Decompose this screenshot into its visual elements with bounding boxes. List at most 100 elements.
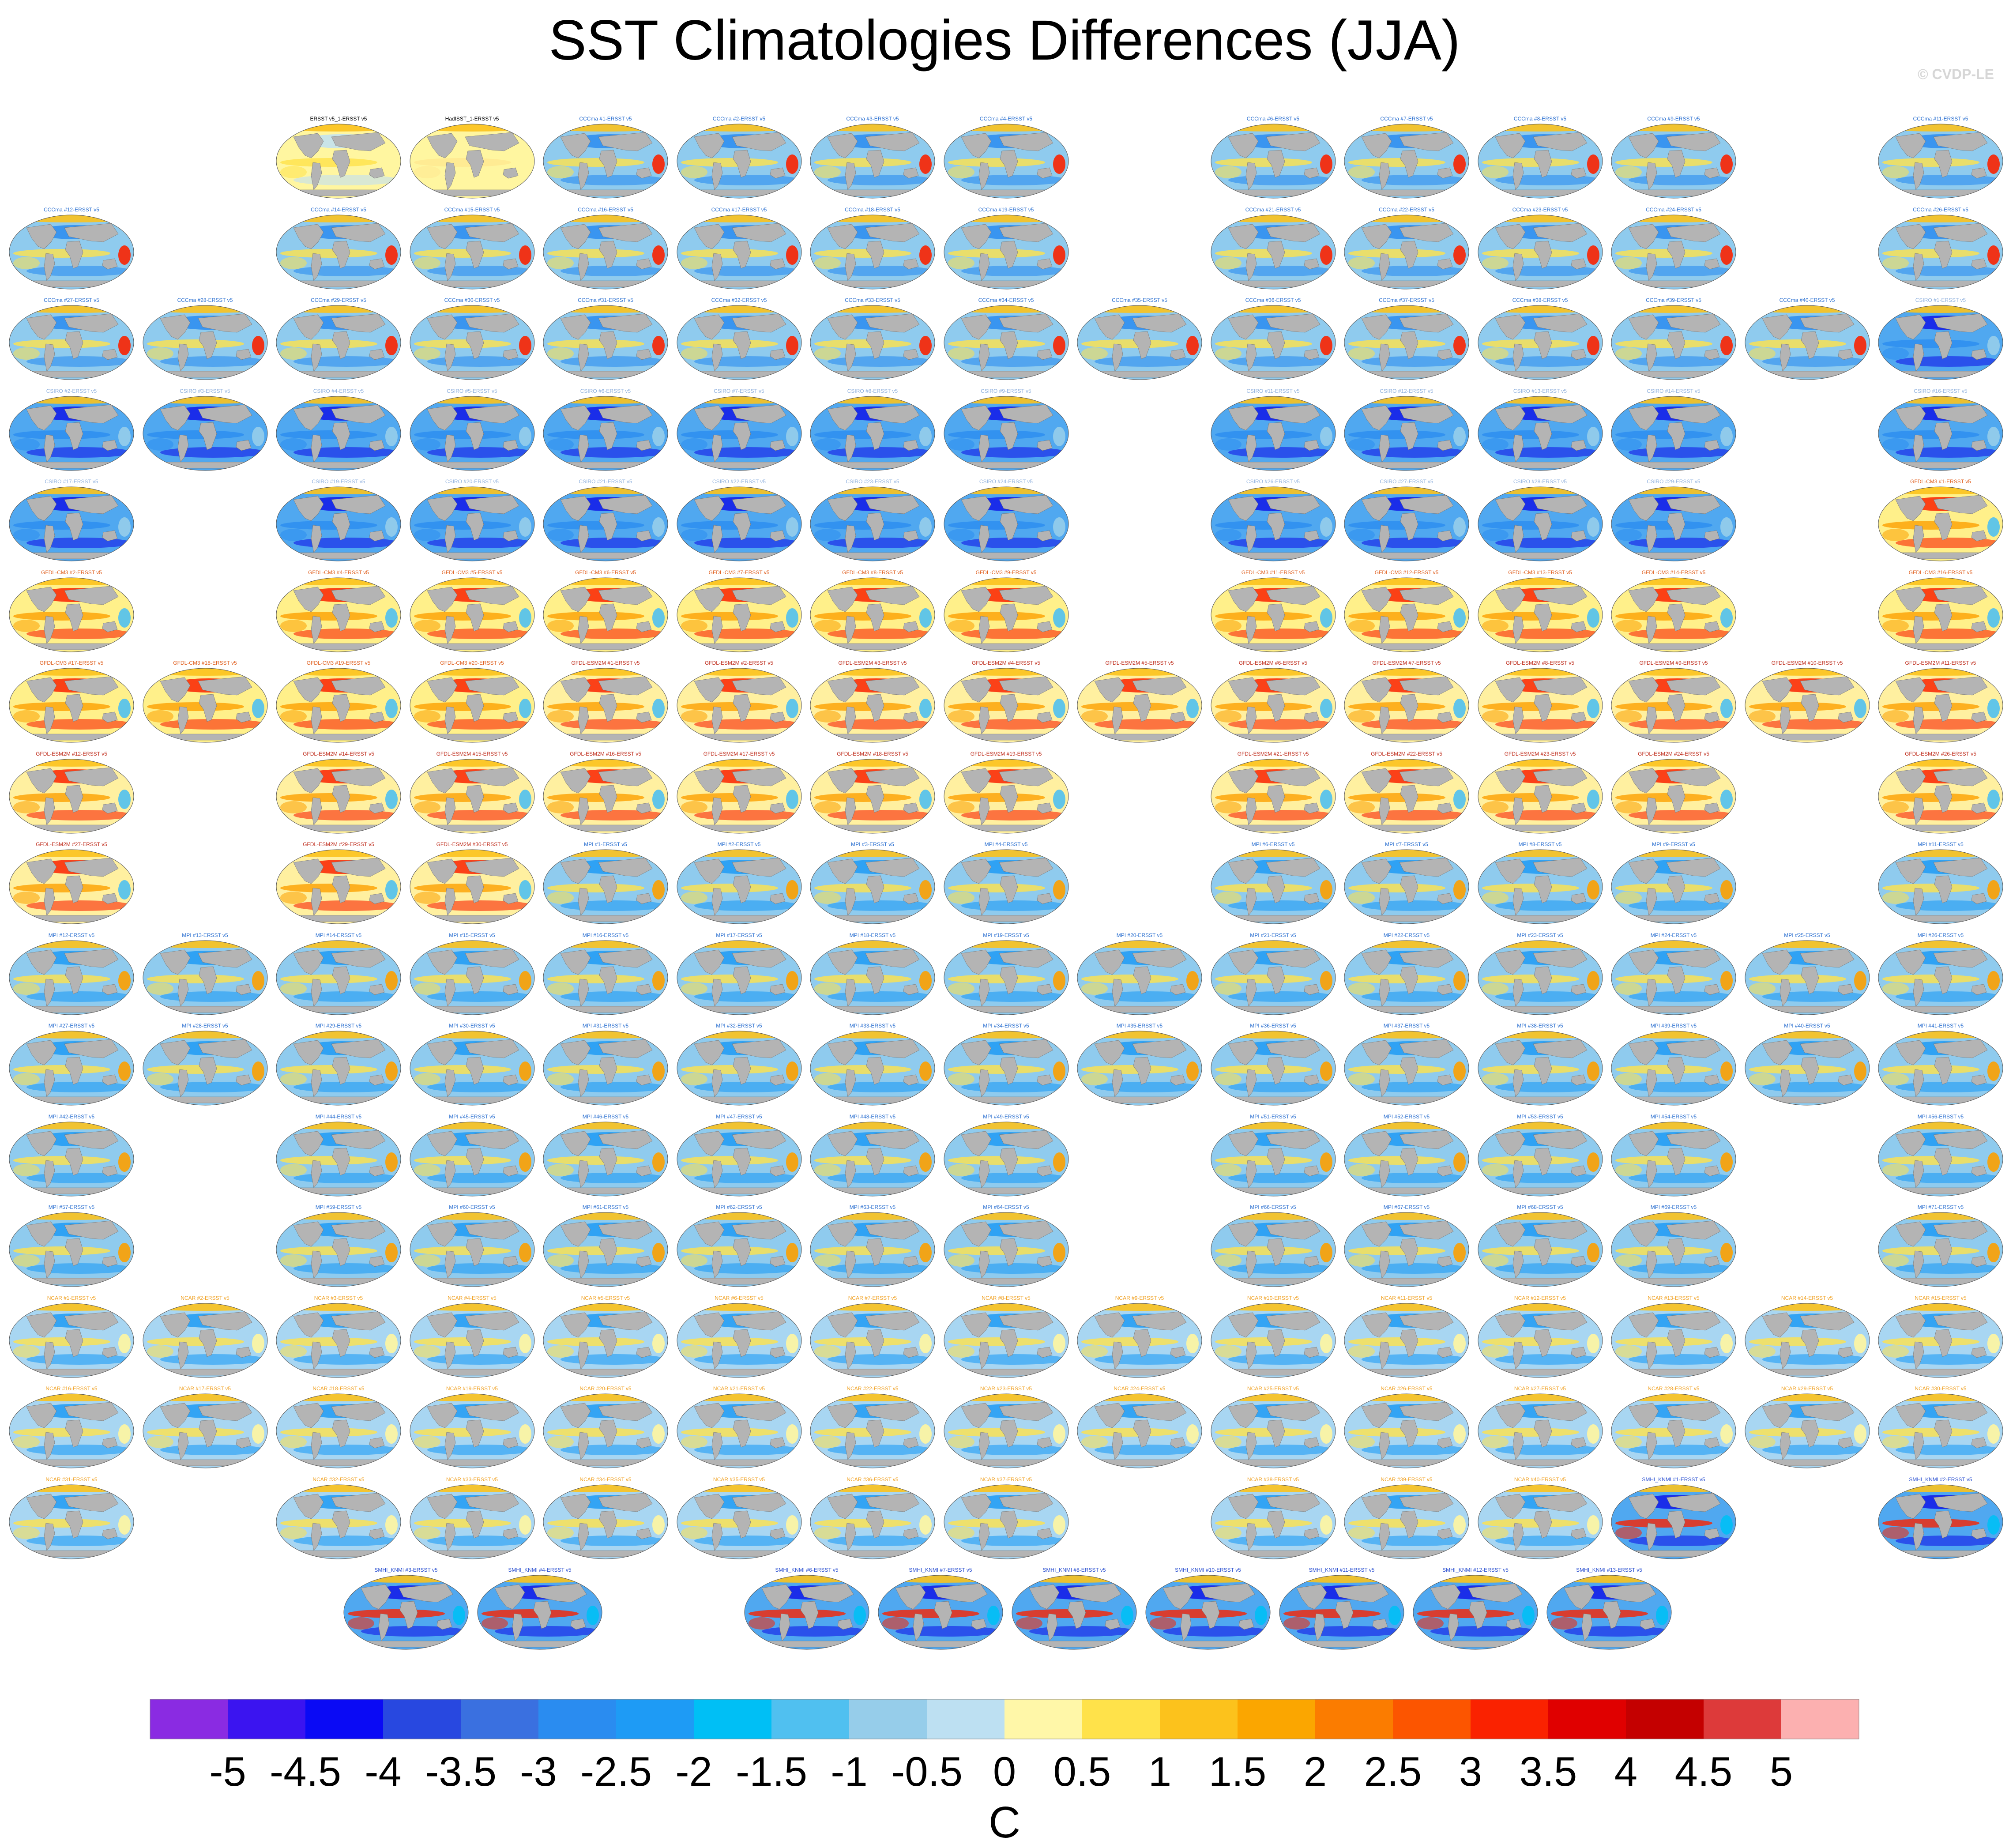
south-america-shape bbox=[44, 343, 55, 372]
eurasia-shape bbox=[198, 676, 252, 696]
eurasia-shape bbox=[865, 1220, 920, 1240]
panel-title: MPI #51-ERSST v5 bbox=[1250, 1113, 1296, 1120]
globe-outline bbox=[143, 1303, 267, 1378]
panel-title: CCCma #8-ERSST v5 bbox=[1513, 116, 1567, 122]
anomaly-band-south bbox=[1762, 1445, 1868, 1455]
north-america-shape bbox=[1762, 1312, 1792, 1337]
globe-map bbox=[276, 215, 401, 289]
anomaly-band-south bbox=[1362, 1082, 1467, 1092]
south-america-shape bbox=[44, 706, 55, 734]
globe-map bbox=[677, 215, 801, 289]
australia-shape bbox=[503, 1437, 518, 1449]
australia-shape bbox=[770, 1074, 785, 1086]
globe-outline bbox=[1745, 1393, 1870, 1468]
anomaly-band-south bbox=[427, 1082, 533, 1092]
globe-map bbox=[1878, 1484, 2003, 1559]
north-america-shape bbox=[1895, 768, 1926, 793]
panel-title: NCAR #3-ERSST v5 bbox=[314, 1295, 363, 1301]
africa-shape bbox=[1934, 241, 1953, 268]
south-america-shape bbox=[1512, 343, 1524, 372]
anomaly-band-south bbox=[694, 719, 800, 730]
australia-shape bbox=[1571, 167, 1586, 179]
anomaly-spot-west bbox=[1215, 801, 1242, 813]
eurasia-shape bbox=[1800, 1402, 1854, 1421]
antarctica-shape bbox=[422, 1096, 522, 1103]
arctic-band bbox=[1077, 1394, 1202, 1401]
panel-title: NCAR #1-ERSST v5 bbox=[47, 1295, 96, 1301]
eurasia-shape bbox=[732, 223, 786, 242]
south-america-shape bbox=[1379, 979, 1390, 1007]
anomaly-spot-east bbox=[519, 245, 531, 265]
north-america-shape bbox=[694, 768, 724, 793]
africa-shape bbox=[1000, 1238, 1018, 1266]
anomaly-spot-west bbox=[1615, 1345, 1642, 1358]
anomaly-spot-east bbox=[519, 426, 531, 446]
south-america-shape bbox=[578, 1341, 589, 1370]
globe-map bbox=[1478, 1393, 1603, 1468]
anomaly-spot-east bbox=[1453, 336, 1466, 355]
south-america-shape bbox=[1245, 1432, 1257, 1460]
eurasia-shape bbox=[865, 767, 920, 786]
globe-map bbox=[543, 124, 668, 199]
africa-shape bbox=[866, 1057, 884, 1085]
africa-shape bbox=[65, 1148, 83, 1175]
antarctica-shape bbox=[1757, 1369, 1857, 1375]
globe-map bbox=[677, 759, 801, 833]
panel-title: NCAR #36-ERSST v5 bbox=[846, 1476, 899, 1483]
globe-map bbox=[410, 1484, 534, 1559]
eurasia-shape bbox=[933, 1583, 988, 1603]
panel-title: GFDL-ESM2M #19-ERSST v5 bbox=[970, 750, 1042, 757]
anomaly-band-south bbox=[1896, 1354, 2001, 1365]
anomaly-spot-west bbox=[1348, 256, 1375, 269]
anomaly-band-south bbox=[1629, 538, 1734, 548]
arctic-band bbox=[478, 1575, 602, 1583]
panel-title: NCAR #17-ERSST v5 bbox=[179, 1385, 231, 1392]
antarctica-shape bbox=[823, 915, 922, 922]
africa-shape bbox=[1469, 1601, 1487, 1629]
antarctica-shape bbox=[956, 280, 1056, 287]
anomaly-spot-west bbox=[414, 982, 440, 995]
australia-shape bbox=[102, 711, 118, 723]
antarctica-shape bbox=[1490, 915, 1590, 922]
anomaly-spot-west bbox=[882, 1617, 909, 1630]
panel-title: GFDL-ESM2M #2-ERSST v5 bbox=[704, 660, 774, 666]
globe-outline bbox=[9, 396, 134, 470]
arctic-band bbox=[543, 759, 668, 767]
antarctica-shape bbox=[1490, 1096, 1590, 1103]
anomaly-band-tropic bbox=[1215, 1065, 1312, 1074]
globe-map bbox=[410, 1303, 534, 1378]
africa-shape bbox=[1934, 1238, 1953, 1266]
antarctica-shape bbox=[689, 1278, 789, 1285]
eurasia-shape bbox=[1666, 1130, 1721, 1149]
arctic-band bbox=[944, 1303, 1068, 1311]
anomaly-spot-west bbox=[948, 1073, 974, 1085]
australia-shape bbox=[770, 711, 785, 723]
panel-title: MPI #71-ERSST v5 bbox=[1917, 1204, 1964, 1210]
arctic-band bbox=[1211, 668, 1336, 676]
panel-title: MPI #29-ERSST v5 bbox=[315, 1023, 362, 1029]
antarctica-shape bbox=[1891, 462, 1990, 468]
anomaly-band-tropic bbox=[547, 1337, 644, 1346]
globe-outline bbox=[1611, 305, 1736, 380]
africa-shape bbox=[332, 1148, 350, 1175]
south-america-shape bbox=[444, 525, 455, 553]
australia-shape bbox=[236, 440, 251, 451]
africa-shape bbox=[332, 512, 350, 541]
north-america-shape bbox=[427, 858, 457, 884]
arctic-band bbox=[276, 215, 401, 222]
globe-outline bbox=[1478, 1393, 1603, 1468]
north-america-shape bbox=[827, 1494, 858, 1519]
eurasia-shape bbox=[64, 1311, 119, 1330]
australia-shape bbox=[1704, 1165, 1720, 1176]
antarctica-shape bbox=[823, 1096, 922, 1103]
panel-title: NCAR #34-ERSST v5 bbox=[579, 1476, 632, 1483]
panel-title: NCAR #24-ERSST v5 bbox=[1114, 1385, 1166, 1392]
north-america-shape bbox=[694, 1312, 724, 1337]
globe-outline bbox=[9, 668, 134, 743]
anomaly-spot-west bbox=[681, 256, 707, 269]
antarctica-shape bbox=[1090, 1369, 1189, 1375]
panel-title: GFDL-CM3 #16-ERSST v5 bbox=[1908, 569, 1973, 576]
australia-shape bbox=[1838, 1347, 1853, 1358]
australia-shape bbox=[1571, 1528, 1586, 1539]
arctic-band bbox=[1344, 396, 1469, 404]
